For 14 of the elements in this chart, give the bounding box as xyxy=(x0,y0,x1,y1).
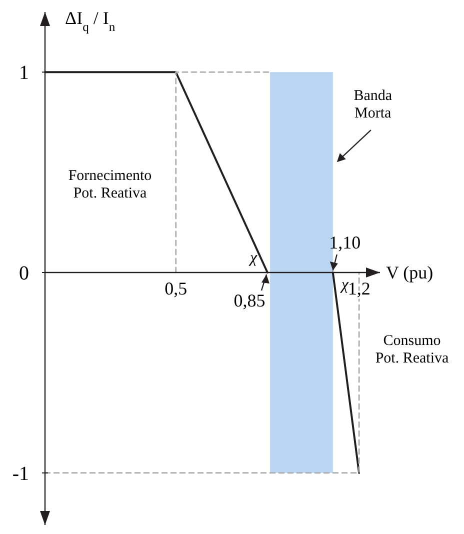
x-tick-label: 1,2 xyxy=(348,278,370,299)
annotation: 0,85 xyxy=(234,290,266,311)
x-tick-label: 0,5 xyxy=(164,278,188,299)
y-tick-label: 0 xyxy=(19,262,29,285)
y-tick-label: -1 xyxy=(12,462,29,485)
annotation: χ xyxy=(248,250,258,267)
annotation: 1,10 xyxy=(329,232,361,253)
annotation: χ xyxy=(339,276,350,294)
y-tick-label: 1 xyxy=(19,62,29,84)
y-axis-title: ΔI$_{q}$ / I$_{n}$ xyxy=(65,8,116,34)
x-axis-title: V (pu) xyxy=(386,262,434,283)
annotation: Fornecimento Pot. Reativa xyxy=(68,168,152,202)
annotation: Consumo Pot. Reativa xyxy=(375,333,449,366)
band-label: Banda Morta xyxy=(354,88,392,122)
